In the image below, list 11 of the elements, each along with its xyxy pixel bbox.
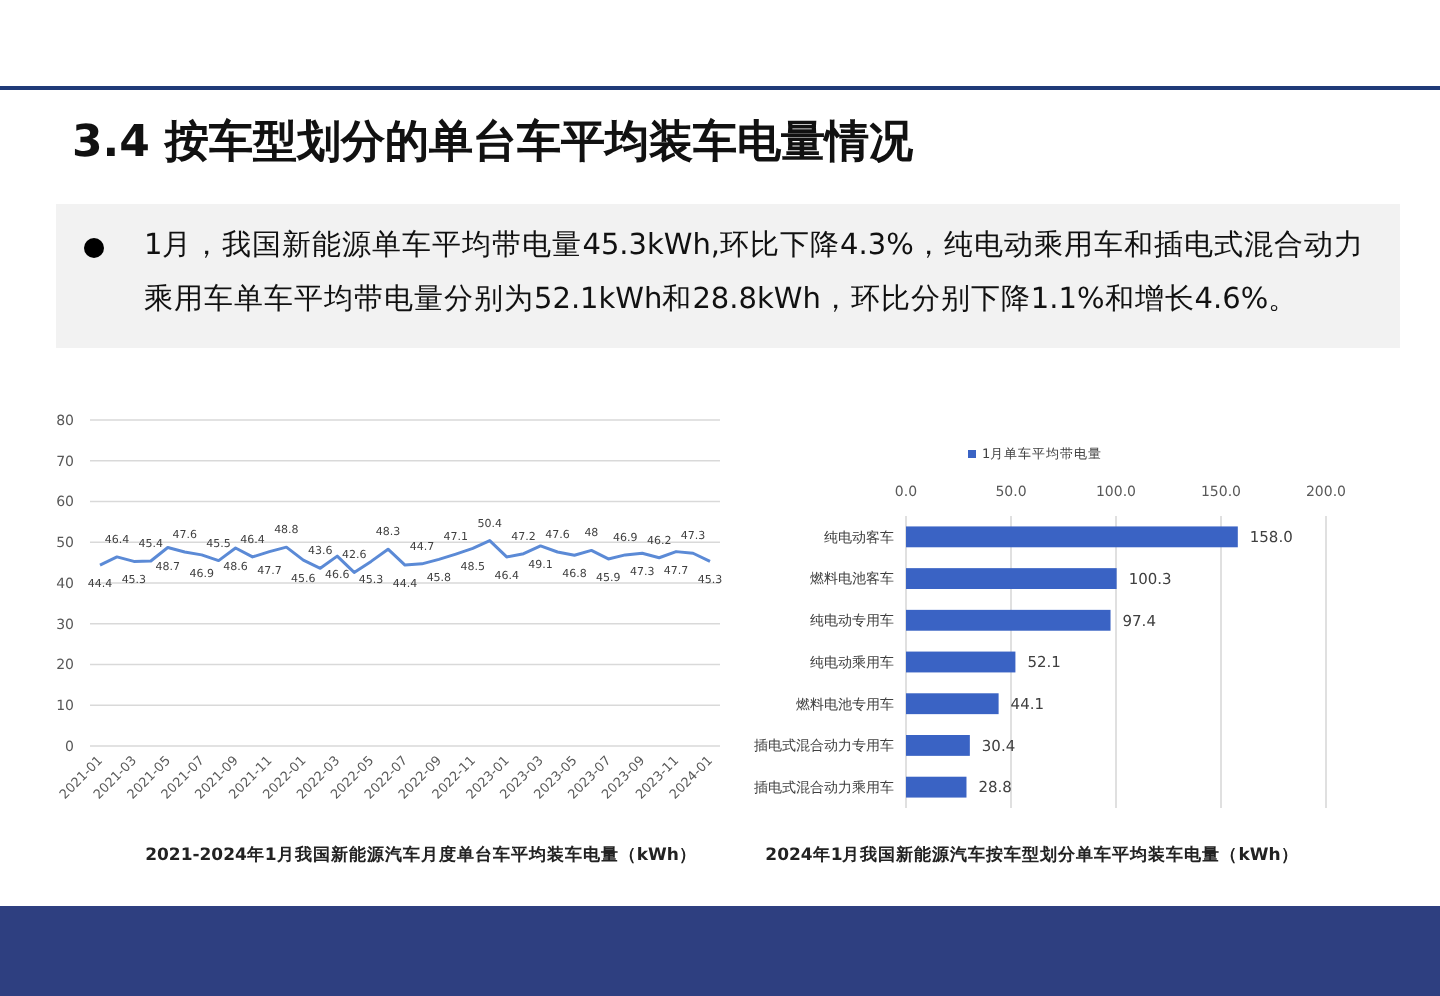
bar [906,568,1117,589]
bar [906,526,1238,548]
bar [906,609,1111,631]
text: 3.4 按车型划分的单台车平均装车电量情况 [72,116,914,172]
text: 2024年1月我国新能源汽车按车型划分单车平均装车电量（kWh） [765,844,1299,866]
bar [906,776,967,798]
bar [906,735,970,756]
bar [906,693,999,715]
text: 1月，我国新能源单车平均带电量45.3kWh,环比下降4.3%，纯电动乘用车和插电式混合动力乘用车单车平均带电量分别为52.1kWh和28.8kWh，环比分别下降1.1%和增长4.6%。 [142,227,1366,320]
text: 2021-2024年1月我国新能源汽车月度单台车平均装车电量（kWh） [145,844,697,866]
bar [906,651,1016,673]
